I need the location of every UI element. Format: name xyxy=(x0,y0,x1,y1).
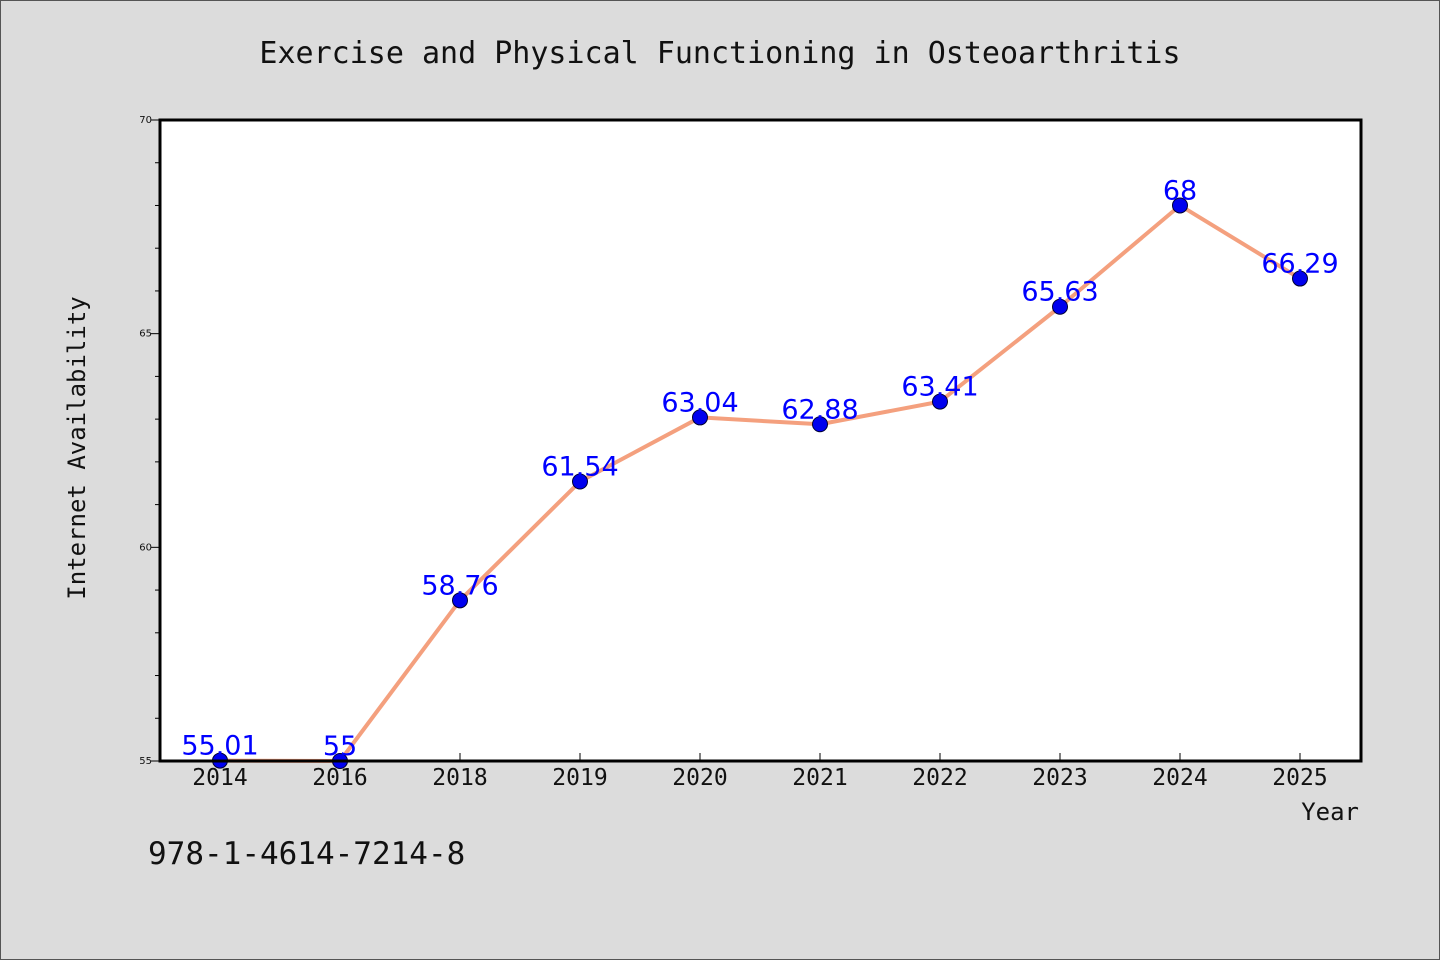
data-point xyxy=(572,473,588,490)
data-point xyxy=(1172,197,1188,214)
y-tick-label: 70 xyxy=(139,115,152,126)
x-tick-label: 2024 xyxy=(1152,765,1207,791)
x-axis: 2014 2016 2018 2019 2020 2021 2022 2023 2024 2025 xyxy=(192,753,1328,791)
plot-area xyxy=(160,120,1361,761)
x-tick-label: 2025 xyxy=(1272,765,1327,791)
data-point xyxy=(932,393,948,410)
y-tick-label: 55 xyxy=(139,756,152,767)
data-labels-layer: 55.01 55 58.76 61.54 63.04 62.88 63.41 65.63 68 6… xyxy=(181,175,1338,762)
data-label: 61.54 xyxy=(541,452,618,483)
data-point xyxy=(1052,298,1068,315)
x-tick-label: 2021 xyxy=(792,765,847,791)
data-label: 63.41 xyxy=(901,372,978,403)
y-axis: 55 60 65 70 xyxy=(139,115,160,767)
x-tick-label: 2019 xyxy=(552,765,607,791)
data-point xyxy=(452,592,468,609)
plot-frame xyxy=(158,118,1363,763)
x-tick-label: 2016 xyxy=(312,765,367,791)
isbn-annotation: 978-1-4614-7214-8 xyxy=(148,836,465,872)
y-axis-label: Internet Availability xyxy=(63,296,91,599)
y-tick-label: 60 xyxy=(139,542,152,553)
x-tick-label: 2020 xyxy=(672,765,727,791)
x-axis-label: Year xyxy=(1301,798,1359,826)
x-tick-label: 2014 xyxy=(192,765,247,791)
data-point xyxy=(812,416,828,433)
chart-title: Exercise and Physical Functioning in Ost… xyxy=(259,36,1180,71)
data-label: 58.76 xyxy=(421,570,498,601)
data-label: 63.04 xyxy=(661,387,738,418)
data-label: 62.88 xyxy=(781,394,858,425)
data-label: 65.63 xyxy=(1021,277,1098,308)
data-label: 66.29 xyxy=(1261,249,1338,280)
data-label: 55 xyxy=(323,731,357,762)
series-line xyxy=(218,203,1302,763)
data-point xyxy=(692,409,708,426)
x-tick-label: 2023 xyxy=(1032,765,1087,791)
y-tick-label: 65 xyxy=(139,329,152,340)
data-point xyxy=(1292,270,1308,287)
data-label: 55.01 xyxy=(181,731,258,762)
x-tick-label: 2018 xyxy=(432,765,487,791)
data-label: 68 xyxy=(1163,175,1197,206)
x-tick-label: 2022 xyxy=(912,765,967,791)
